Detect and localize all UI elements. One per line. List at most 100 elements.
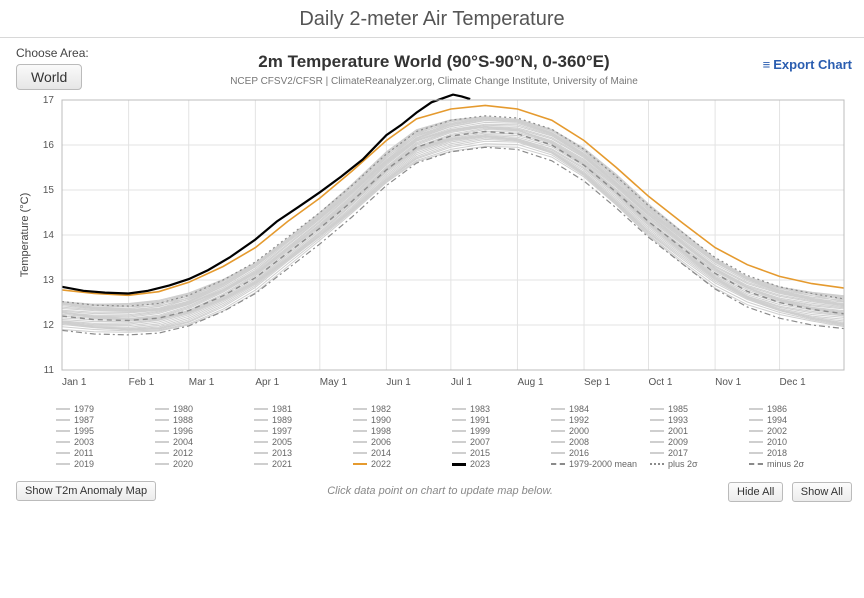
- legend-label: 1982: [371, 404, 391, 414]
- legend-label: 2019: [74, 459, 94, 469]
- legend-item[interactable]: 2020: [155, 459, 250, 469]
- legend-item[interactable]: 1996: [155, 426, 250, 436]
- legend-label: 2022: [371, 459, 391, 469]
- svg-text:Feb 1: Feb 1: [129, 377, 155, 388]
- legend-item[interactable]: 1991: [452, 415, 547, 425]
- legend-item[interactable]: minus 2σ: [749, 459, 844, 469]
- legend-label: 1986: [767, 404, 787, 414]
- legend-item[interactable]: 2016: [551, 448, 646, 458]
- legend-item[interactable]: 2014: [353, 448, 448, 458]
- legend-label: 2002: [767, 426, 787, 436]
- area-select-button[interactable]: World: [16, 64, 82, 90]
- legend-item[interactable]: 1992: [551, 415, 646, 425]
- legend-label: 1988: [173, 415, 193, 425]
- svg-text:12: 12: [43, 320, 55, 331]
- legend-item[interactable]: 2022: [353, 459, 448, 469]
- right-button-group: Hide All Show All: [724, 482, 852, 500]
- legend-item[interactable]: 1989: [254, 415, 349, 425]
- legend-item[interactable]: 2015: [452, 448, 547, 458]
- legend-item[interactable]: 2012: [155, 448, 250, 458]
- svg-text:Sep 1: Sep 1: [584, 377, 611, 388]
- legend-label: 1998: [371, 426, 391, 436]
- legend-swatch: [56, 452, 70, 454]
- legend-swatch: [551, 463, 565, 465]
- legend-swatch: [650, 452, 664, 454]
- legend-swatch: [452, 441, 466, 443]
- legend-item[interactable]: 2000: [551, 426, 646, 436]
- svg-text:Nov 1: Nov 1: [715, 377, 742, 388]
- legend-item[interactable]: 2023: [452, 459, 547, 469]
- area-column: Choose Area: World: [16, 46, 126, 90]
- svg-text:11: 11: [44, 365, 55, 376]
- svg-text:14: 14: [43, 230, 55, 241]
- legend-label: 1990: [371, 415, 391, 425]
- legend-swatch: [254, 452, 268, 454]
- legend-item[interactable]: 1984: [551, 404, 646, 414]
- legend-label: plus 2σ: [668, 459, 698, 469]
- legend-label: 2003: [74, 437, 94, 447]
- legend-item[interactable]: 2021: [254, 459, 349, 469]
- legend-item[interactable]: 1983: [452, 404, 547, 414]
- legend-item[interactable]: 2010: [749, 437, 844, 447]
- legend-item[interactable]: 2013: [254, 448, 349, 458]
- legend-item[interactable]: 1982: [353, 404, 448, 414]
- legend-item[interactable]: 2018: [749, 448, 844, 458]
- legend-item[interactable]: 1981: [254, 404, 349, 414]
- temperature-chart[interactable]: 11121314151617Jan 1Feb 1Mar 1Apr 1May 1J…: [10, 90, 854, 400]
- chart-container: 11121314151617Jan 1Feb 1Mar 1Apr 1May 1J…: [0, 90, 864, 400]
- legend-swatch: [155, 463, 169, 465]
- legend-item[interactable]: 1999: [452, 426, 547, 436]
- legend-item[interactable]: 2006: [353, 437, 448, 447]
- legend-item[interactable]: 2009: [650, 437, 745, 447]
- legend-swatch: [650, 441, 664, 443]
- legend-item[interactable]: 1986: [749, 404, 844, 414]
- legend-label: 2004: [173, 437, 193, 447]
- svg-text:15: 15: [43, 185, 55, 196]
- legend-label: 1996: [173, 426, 193, 436]
- svg-text:Jul 1: Jul 1: [451, 377, 473, 388]
- legend-item[interactable]: 2017: [650, 448, 745, 458]
- legend-label: 1984: [569, 404, 589, 414]
- legend-item[interactable]: 1979: [56, 404, 151, 414]
- legend-label: 2021: [272, 459, 292, 469]
- legend-swatch: [749, 441, 763, 443]
- show-anomaly-map-button[interactable]: Show T2m Anomaly Map: [16, 481, 156, 501]
- legend-item[interactable]: 2011: [56, 448, 151, 458]
- show-all-button[interactable]: Show All: [792, 482, 852, 502]
- legend-label: 2006: [371, 437, 391, 447]
- legend-swatch: [254, 408, 268, 410]
- legend-swatch: [353, 441, 367, 443]
- legend-item[interactable]: 2003: [56, 437, 151, 447]
- legend-item[interactable]: 1988: [155, 415, 250, 425]
- legend-swatch: [452, 430, 466, 432]
- legend-item[interactable]: 1998: [353, 426, 448, 436]
- hide-all-button[interactable]: Hide All: [728, 482, 783, 502]
- top-row: Choose Area: World 2m Temperature World …: [0, 38, 864, 90]
- legend-swatch: [551, 441, 565, 443]
- legend-item[interactable]: 2007: [452, 437, 547, 447]
- legend-item[interactable]: 1995: [56, 426, 151, 436]
- legend-item[interactable]: 2002: [749, 426, 844, 436]
- legend-item[interactable]: 1997: [254, 426, 349, 436]
- legend-item[interactable]: 1979-2000 mean: [551, 459, 646, 469]
- legend-item[interactable]: 1985: [650, 404, 745, 414]
- legend-swatch: [650, 430, 664, 432]
- legend-item[interactable]: plus 2σ: [650, 459, 745, 469]
- legend-item[interactable]: 2005: [254, 437, 349, 447]
- legend-label: 1980: [173, 404, 193, 414]
- legend-item[interactable]: 2008: [551, 437, 646, 447]
- legend-item[interactable]: 1993: [650, 415, 745, 425]
- legend-item[interactable]: 1987: [56, 415, 151, 425]
- legend-item[interactable]: 2001: [650, 426, 745, 436]
- legend-label: 1992: [569, 415, 589, 425]
- area-label: Choose Area:: [16, 46, 126, 60]
- legend-item[interactable]: 2004: [155, 437, 250, 447]
- export-chart-button[interactable]: ≡Export Chart: [763, 57, 852, 72]
- legend-label: 1983: [470, 404, 490, 414]
- legend-item[interactable]: 1994: [749, 415, 844, 425]
- legend-item[interactable]: 1980: [155, 404, 250, 414]
- legend-label: 1994: [767, 415, 787, 425]
- legend-item[interactable]: 2019: [56, 459, 151, 469]
- legend-label: 1997: [272, 426, 292, 436]
- legend-item[interactable]: 1990: [353, 415, 448, 425]
